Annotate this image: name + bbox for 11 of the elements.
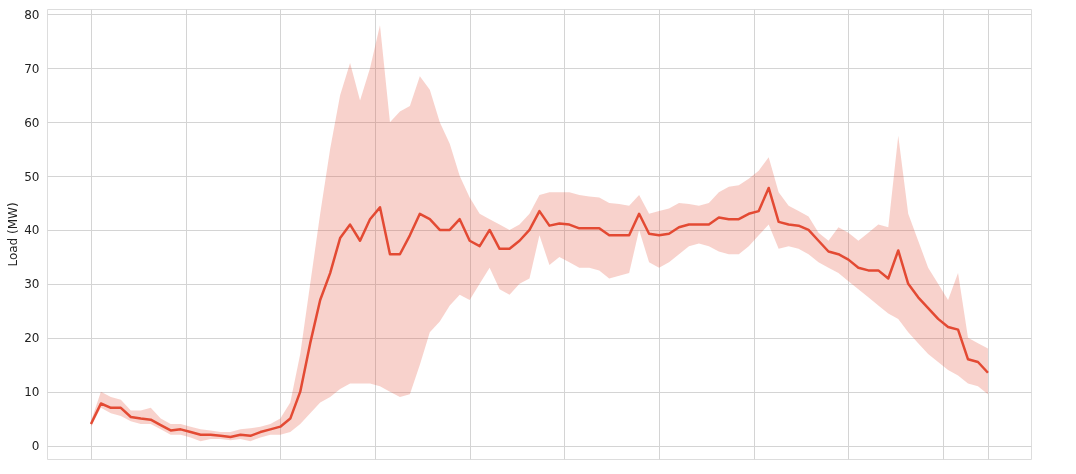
y-axis-title: Load (MW) — [6, 202, 21, 267]
y-tick-label: 30 — [24, 277, 40, 292]
y-tick-label: 20 — [24, 331, 40, 346]
y-tick-label: 40 — [24, 223, 40, 238]
line-series — [89, 186, 990, 439]
y-tick-label: 70 — [24, 61, 40, 76]
y-tick-label: 0 — [31, 439, 40, 454]
y-tick-label: 80 — [24, 7, 40, 22]
y-tick-label: 10 — [24, 385, 40, 400]
y-tick-label: 50 — [24, 169, 40, 184]
y-tick-label: 60 — [24, 115, 40, 130]
